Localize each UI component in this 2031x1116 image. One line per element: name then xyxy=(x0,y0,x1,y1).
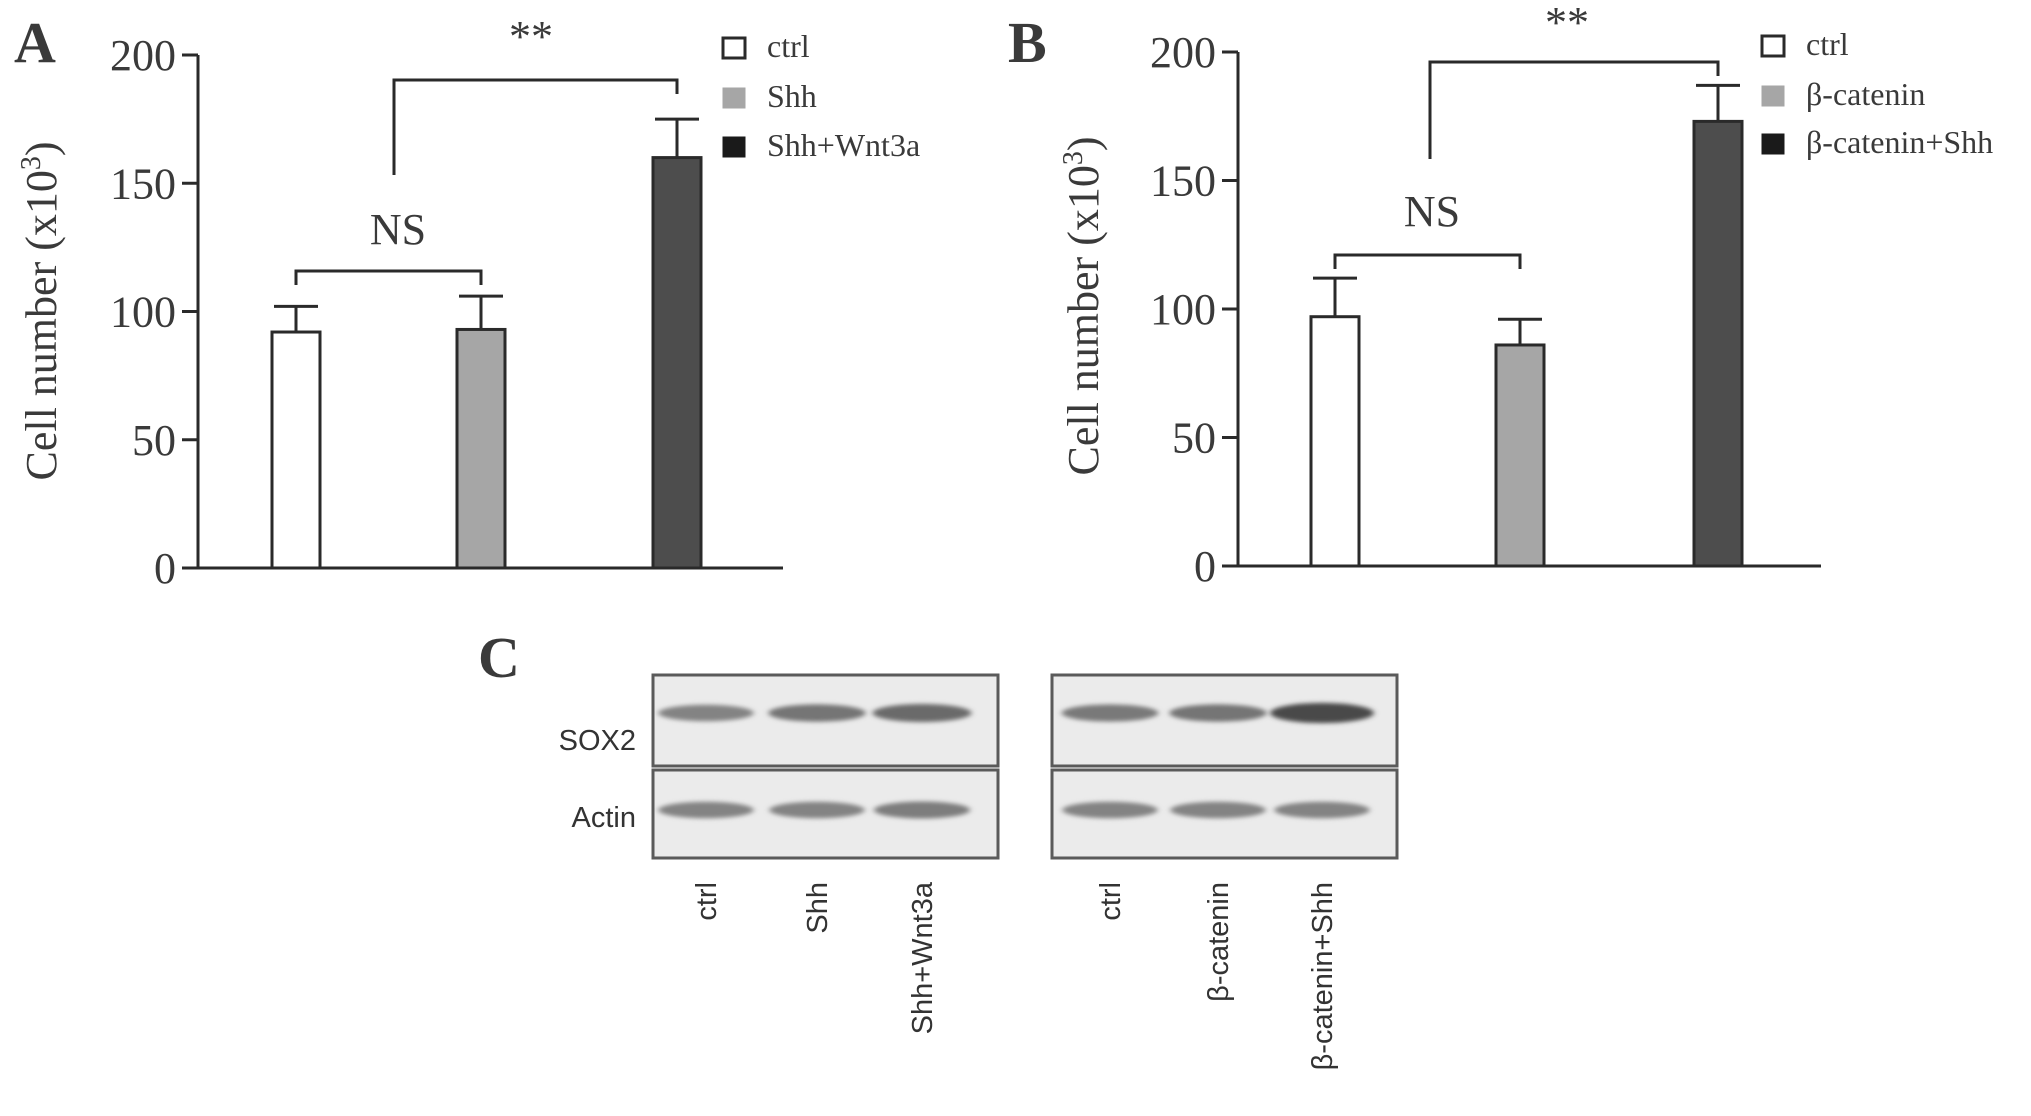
actin-band xyxy=(658,801,754,819)
legend-label: Shh xyxy=(767,78,817,114)
legend-swatch xyxy=(1761,133,1785,155)
chart-b: 0 50 100 150 200 Cell number (x103) NS ** ctrl β-… xyxy=(1058,0,1993,591)
legend-swatch xyxy=(721,36,747,60)
blot-lane-label: Shh+Wnt3a xyxy=(907,881,939,1034)
ns-bracket xyxy=(294,269,483,285)
y-axis-label-close: ) xyxy=(17,141,66,156)
legend-swatch xyxy=(1760,34,1786,58)
y-tick-label: 50 xyxy=(132,416,176,465)
y-tick-label: 150 xyxy=(110,159,176,208)
chart-a: 0 50 100 150 200 Cell number (x103) NS ** ctrl Sh… xyxy=(16,12,920,593)
legend-swatch xyxy=(722,136,746,158)
y-tick-label: 100 xyxy=(1150,285,1216,334)
bar--catenin-shh xyxy=(1692,119,1744,568)
actin-band xyxy=(1274,801,1370,819)
legend-swatch xyxy=(722,87,746,109)
y-tick-label: 200 xyxy=(1150,28,1216,77)
legend-swatch xyxy=(1761,85,1785,107)
ns-label: NS xyxy=(1404,187,1460,236)
bar-ctrl xyxy=(1309,315,1361,568)
y-tick-label: 200 xyxy=(110,31,176,80)
sox2-band xyxy=(1169,704,1267,722)
blot-lane-label: β-catenin+Shh xyxy=(1307,882,1339,1070)
panel-letter-a: A xyxy=(14,10,56,75)
y-axis-label-close: ) xyxy=(1059,136,1108,151)
sox2-band xyxy=(768,704,866,722)
significance-label: ** xyxy=(509,12,553,61)
bar-shh xyxy=(455,327,507,570)
y-tick-label: 0 xyxy=(1194,542,1216,591)
legend-label: Shh+Wnt3a xyxy=(767,127,920,163)
sox2-band xyxy=(658,704,754,722)
western-blot: SOX2 Actin ctrl Shh Shh+Wnt3a ctrl β-catenin β-… xyxy=(559,673,1399,1070)
panel-letter-b: B xyxy=(1008,10,1047,75)
y-axis-label-main: Cell number (x10 xyxy=(17,170,66,480)
panel-letter-c: C xyxy=(478,625,520,690)
sox2-band xyxy=(1270,702,1374,724)
y-tick-label: 0 xyxy=(154,544,176,593)
y-axis-label-superscript: 3 xyxy=(1058,151,1089,165)
legend-label: ctrl xyxy=(767,28,810,64)
blot-row-label-sox2: SOX2 xyxy=(559,725,636,757)
blot-lane-label: Shh xyxy=(802,882,834,934)
actin-band xyxy=(1170,801,1266,819)
significance-label: ** xyxy=(1545,0,1589,47)
y-axis-label-superscript: 3 xyxy=(16,156,47,170)
bar--catenin xyxy=(1494,343,1546,568)
ns-label: NS xyxy=(370,205,426,254)
significance-bracket xyxy=(1428,60,1720,159)
bar-ctrl xyxy=(270,330,322,570)
sox2-band xyxy=(872,703,972,723)
y-tick-label: 100 xyxy=(110,288,176,337)
y-axis-label-main: Cell number (x10 xyxy=(1059,165,1108,475)
legend-label: ctrl xyxy=(1806,26,1849,62)
legend-label: β-catenin+Shh xyxy=(1806,124,1993,160)
bar-shh-wnt3a xyxy=(651,156,703,570)
y-tick-label: 50 xyxy=(1172,414,1216,463)
blot-lane-label: β-catenin xyxy=(1203,882,1235,1002)
blot-lane-label: ctrl xyxy=(691,882,723,921)
blot-row-label-actin: Actin xyxy=(572,802,636,834)
y-tick-label: 150 xyxy=(1150,157,1216,206)
blot-lane-label: ctrl xyxy=(1095,882,1127,921)
significance-bracket xyxy=(392,78,679,175)
actin-band xyxy=(873,801,971,819)
actin-band xyxy=(769,801,865,819)
legend-label: β-catenin xyxy=(1806,76,1925,112)
actin-band xyxy=(1062,801,1158,819)
y-axis-label: Cell number (x103) xyxy=(16,141,66,480)
y-axis-label: Cell number (x103) xyxy=(1058,136,1108,475)
ns-bracket xyxy=(1333,253,1522,269)
sox2-band xyxy=(1061,704,1159,722)
